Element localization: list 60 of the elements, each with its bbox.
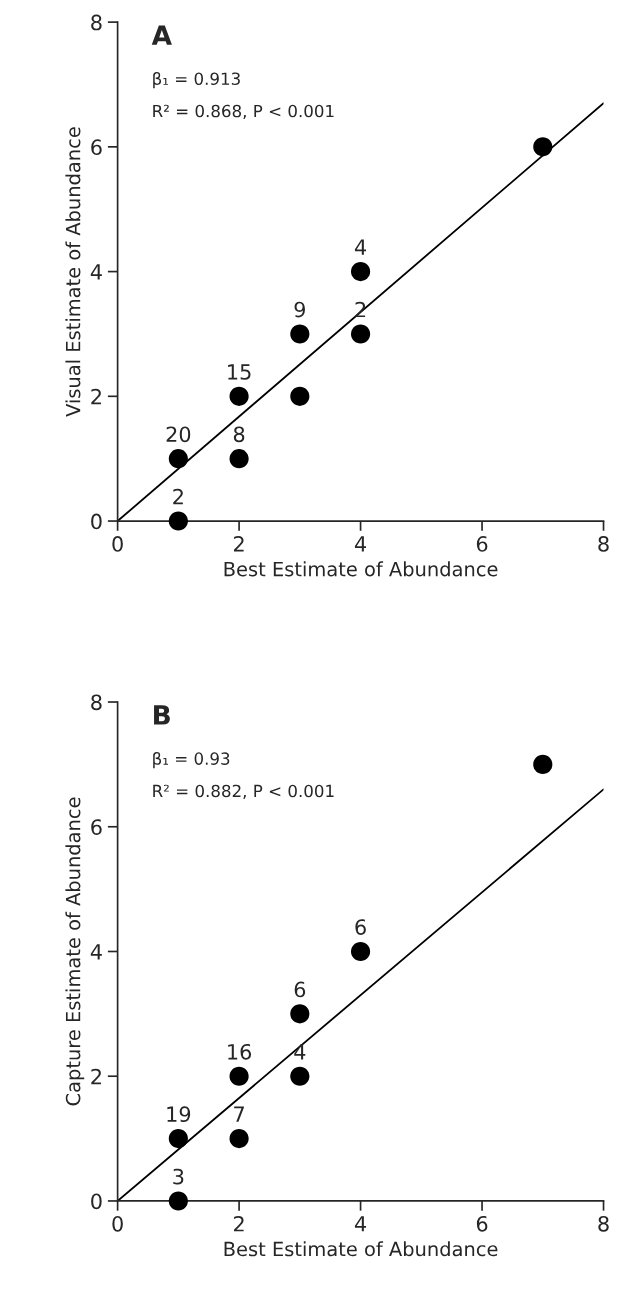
point [351,262,371,282]
x-tick-label: 6 [476,1215,488,1232]
chart-title: B [154,705,170,725]
annotation: β₁ = 0.93 [153,751,230,769]
annotation: 6 [355,919,366,935]
annotation: 6 [294,981,306,998]
point [290,1004,310,1024]
x-axis-title: Best Estimate of Abundance [224,561,498,577]
point [229,1066,249,1086]
x-tick-label: 2 [233,1215,244,1232]
annotation: 4 [354,239,367,255]
point [533,137,553,157]
y-tick-label: 8 [91,14,102,31]
y-tick-label: 6 [91,819,102,835]
y-tick-label: 2 [91,1068,101,1085]
annotation: 3 [173,1168,184,1185]
annotation: β₁ = 0.913 [153,72,240,89]
point [229,1129,249,1149]
chart-title: A [151,25,172,45]
annotation: R² = 0.868, P < 0.001 [153,104,334,120]
y-axis-title: Capture Estimate of Abundance [65,797,85,1106]
point [168,1191,188,1211]
x-tick-label: 0 [112,536,123,552]
y-tick-label: 2 [91,388,101,405]
x-tick-label: 6 [476,536,488,552]
point [533,754,553,774]
annotation: 19 [167,1106,191,1123]
annotation: 20 [166,426,191,443]
point [351,324,371,344]
y-tick-label: 4 [90,264,102,280]
point [168,1129,188,1149]
y-tick-label: 0 [91,1193,102,1210]
point [229,386,249,406]
x-tick-label: 8 [598,1215,609,1232]
annotation: 4 [294,1044,306,1060]
point [229,449,249,469]
y-tick-label: 0 [91,513,102,530]
annotation: 16 [228,1043,252,1060]
y-axis-title: Visual Estimate of Abundance [65,127,81,417]
y-tick-label: 4 [90,944,102,960]
point [168,449,188,469]
point [290,324,310,344]
x-tick-label: 0 [112,1215,123,1232]
point [168,511,188,531]
annotation: 15 [228,364,251,380]
annotation: R² = 0.882, P < 0.001 [153,784,334,799]
x-tick-label: 4 [354,1216,367,1232]
annotation: 8 [233,426,245,443]
point [351,941,371,962]
annotation: 7 [234,1106,244,1122]
x-axis-title: Best Estimate of Abundance [224,1241,498,1257]
annotation: 2 [173,488,183,505]
x-tick-label: 8 [598,536,609,552]
annotation: 9 [294,301,305,318]
x-tick-label: 2 [233,536,244,552]
y-tick-label: 8 [91,694,102,711]
point [290,386,310,406]
point [290,1066,310,1086]
x-tick-label: 4 [354,536,367,552]
y-tick-label: 6 [91,139,102,156]
